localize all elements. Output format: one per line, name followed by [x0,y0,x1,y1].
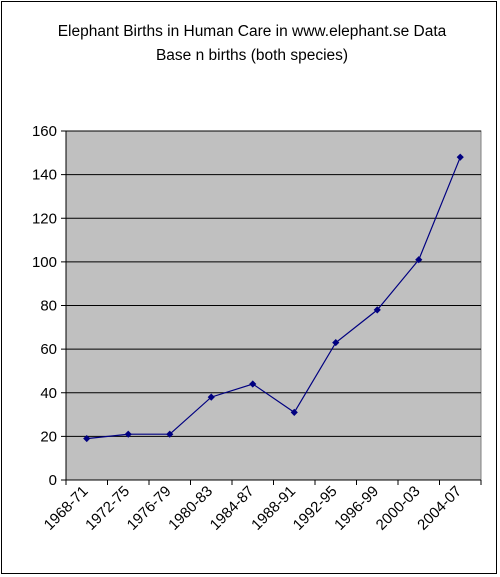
x-tick-label: 2004-07 [414,483,465,534]
x-tick-label: 1996-99 [331,483,382,534]
data-point [249,380,257,388]
data-point [290,408,298,416]
series-line [86,156,461,440]
x-tick-label: 1988-91 [248,483,299,534]
data-point [83,434,91,443]
x-tick-label: 1992-95 [290,483,341,534]
data-point [373,306,381,314]
y-tick-label: 140 [32,167,57,184]
x-tick-label: 2000-03 [373,483,424,534]
x-axis: 1968-711972-751976-791980-831984-871988-… [41,479,482,534]
chart-title: Elephant Births in Human Care in www.ele… [57,23,447,64]
data-point [207,393,215,401]
y-tick-label: 80 [40,298,57,315]
y-tick-label: 60 [40,341,57,358]
x-tick-label: 1980-83 [165,483,216,534]
data-point [124,430,132,438]
x-tick-label: 1968-71 [41,483,92,534]
gridlines [66,130,481,437]
y-tick-label: 40 [40,385,57,402]
data-point [415,256,423,264]
x-tick-label: 1972-75 [82,483,133,534]
x-tick-label: 1984-87 [207,483,258,534]
y-tick-label: 160 [32,123,57,140]
x-tick-label: 1976-79 [124,483,175,534]
series-group [83,153,464,443]
data-point [456,153,464,161]
y-tick-label: 120 [32,210,57,227]
y-tick-label: 100 [32,254,57,271]
y-tick-label: 20 [40,428,57,445]
y-axis: 0 20 40 60 80 100 120 140 160 [32,123,67,489]
y-tick-label: 0 [49,472,57,489]
data-point [332,338,340,347]
data-point [166,430,174,438]
